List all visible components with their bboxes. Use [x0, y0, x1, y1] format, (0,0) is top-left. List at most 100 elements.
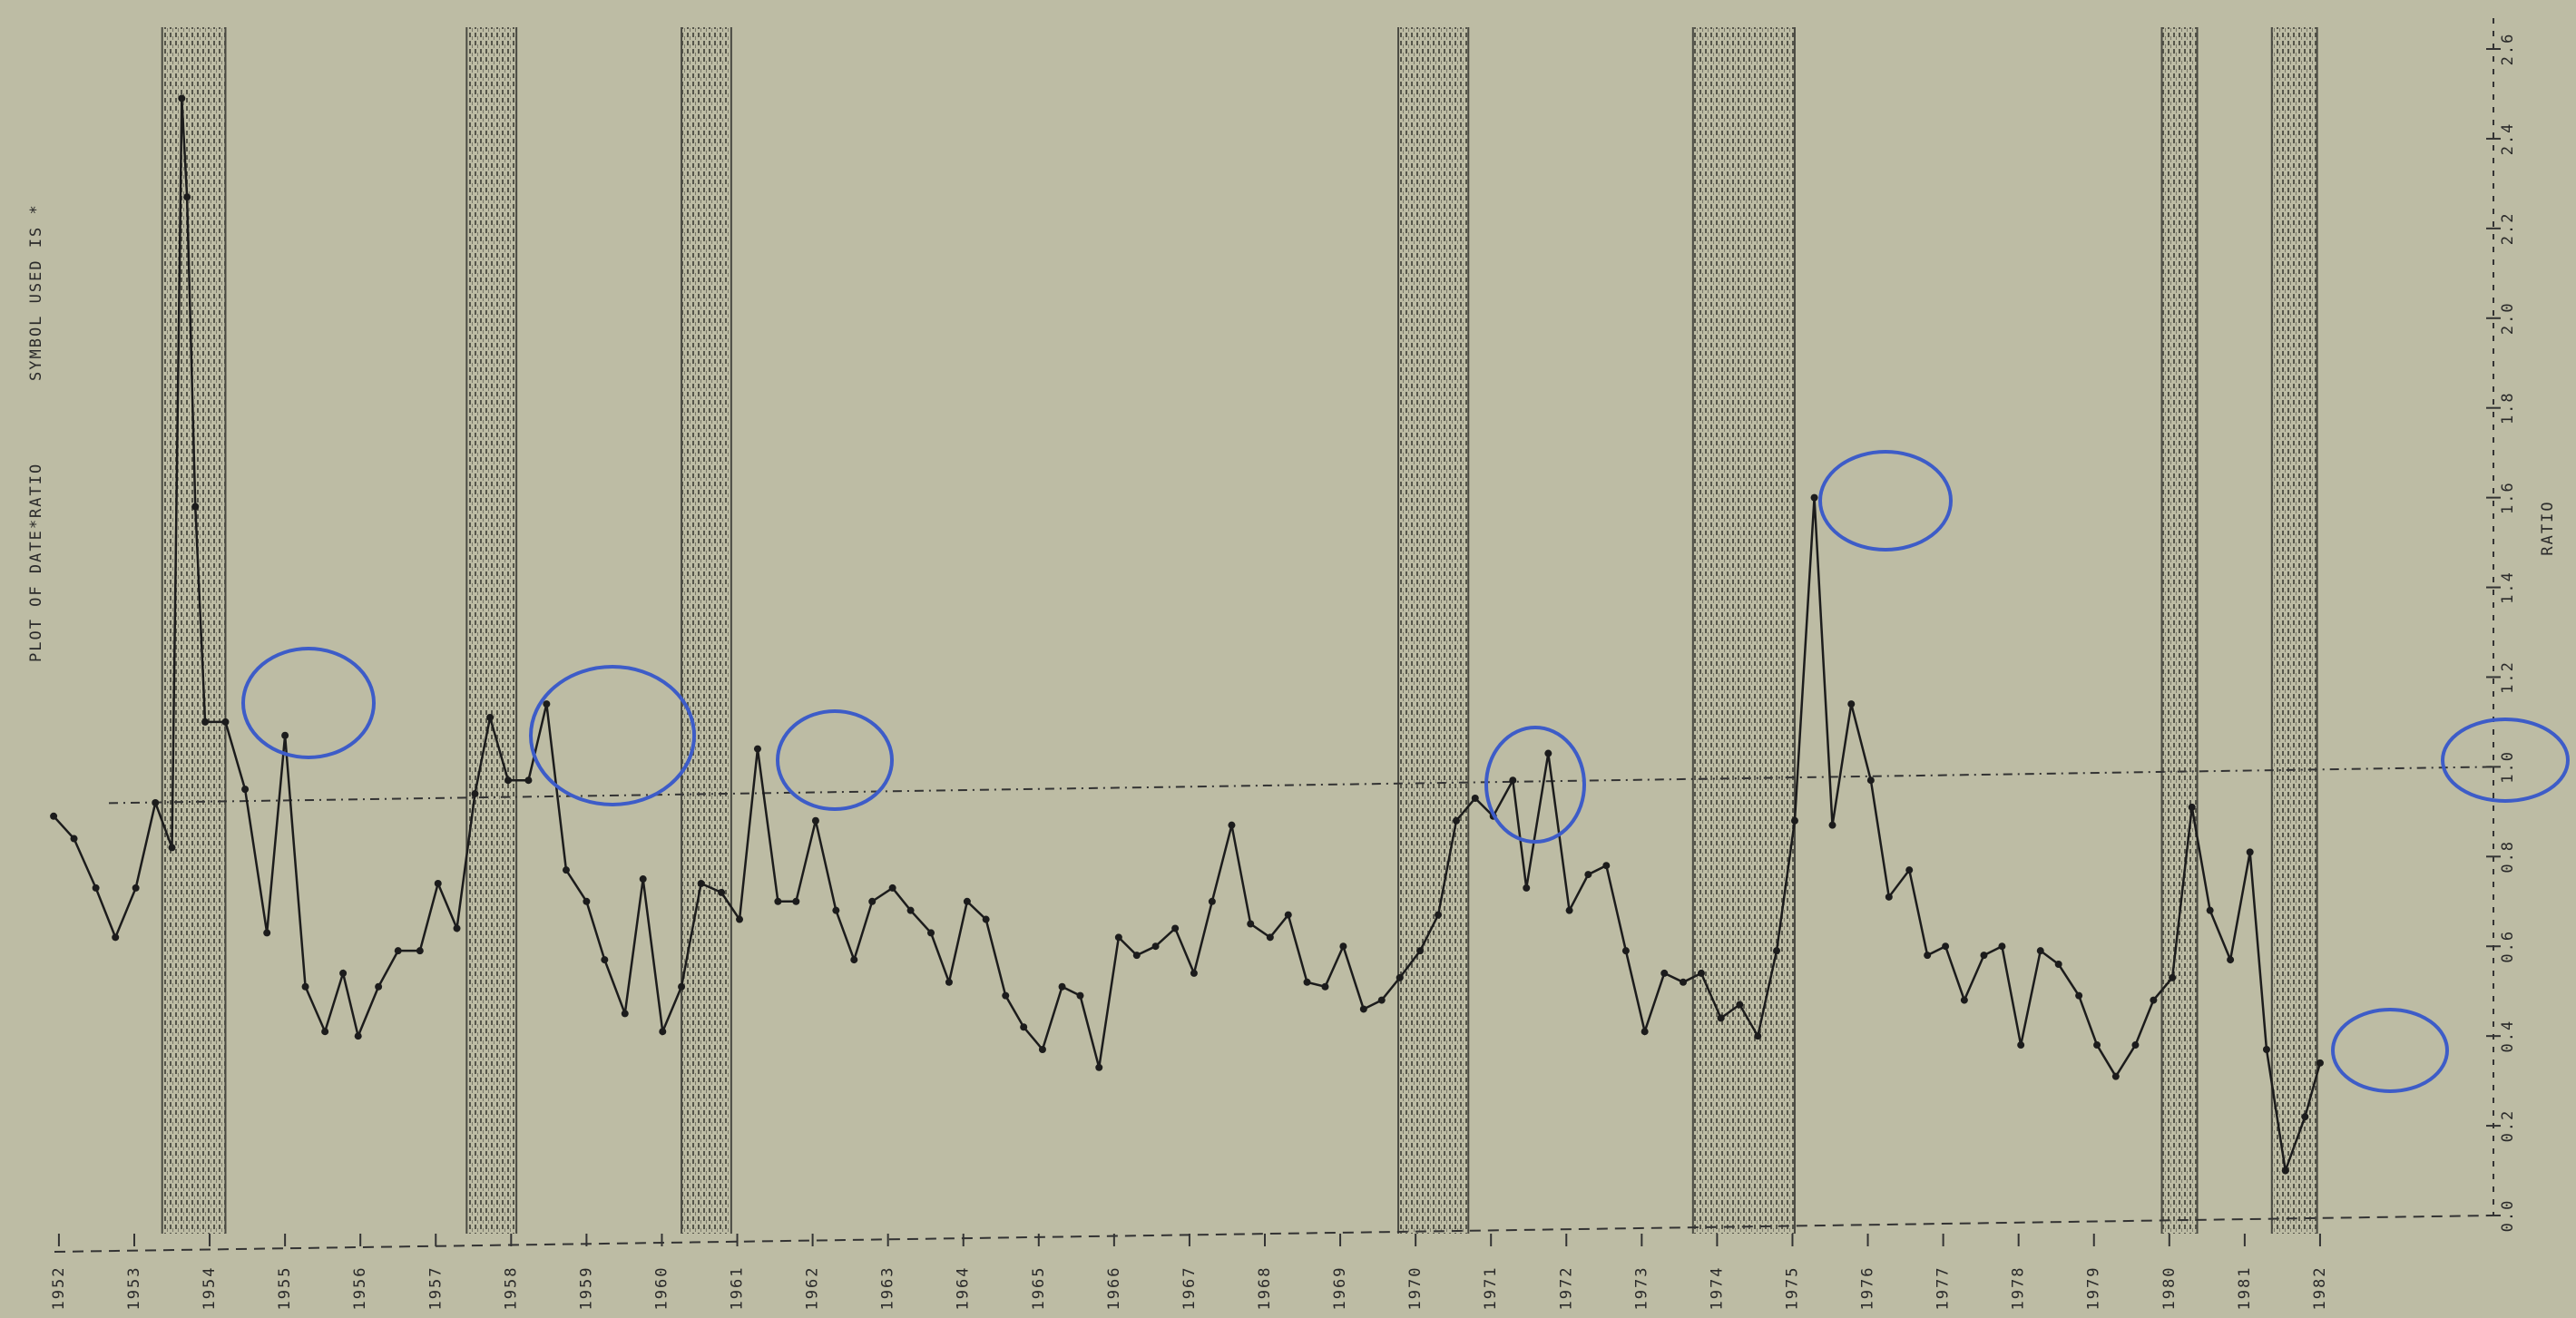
annotation-circle [531, 667, 694, 805]
y-tick-label: 0.8 [2499, 840, 2517, 874]
y-tick-label: 0.6 [2499, 930, 2517, 963]
annotation-circle [1486, 727, 1584, 842]
x-tick-label: 1978 [2010, 1266, 2028, 1311]
x-tick-label: 1963 [879, 1266, 897, 1311]
x-tick-label: 1982 [2311, 1266, 2329, 1311]
data-point [792, 898, 799, 905]
data-point [2207, 907, 2214, 914]
data-point [1961, 997, 1968, 1004]
annotation-circle [778, 711, 892, 809]
data-point [850, 956, 857, 963]
x-tick-label: 1961 [729, 1266, 747, 1311]
data-point [2150, 997, 2157, 1004]
data-point [1002, 992, 1009, 1000]
data-point [698, 880, 705, 887]
data-point [1698, 970, 1705, 977]
shaded-period [1398, 27, 1468, 1234]
data-point [375, 983, 382, 991]
y-tick-label: 1.4 [2499, 571, 2517, 604]
data-point [1076, 992, 1083, 1000]
shaded-period [2272, 27, 2317, 1234]
chart-subtitle: SYMBOL USED IS * [27, 203, 45, 381]
data-point [1791, 817, 1798, 825]
shaded-band [466, 27, 516, 1234]
data-point [454, 924, 461, 932]
y-tick-label: 2.2 [2499, 211, 2517, 245]
x-tick-label: 1967 [1180, 1266, 1199, 1311]
data-point [435, 880, 442, 887]
x-tick-label: 1970 [1406, 1266, 1425, 1311]
y-tick-label: 1.8 [2499, 391, 2517, 425]
x-tick-label: 1976 [1859, 1266, 1877, 1311]
data-point [191, 503, 199, 511]
data-point [983, 916, 990, 923]
data-point [2017, 1041, 2024, 1049]
data-point [889, 884, 896, 892]
data-point [71, 835, 78, 843]
shaded-band [2162, 27, 2198, 1234]
data-point [1754, 1032, 1761, 1040]
x-tick-label: 1974 [1708, 1266, 1726, 1311]
data-point [543, 700, 550, 708]
data-point [1228, 822, 1235, 829]
x-tick-label: 1965 [1030, 1266, 1048, 1311]
data-point [1905, 866, 1913, 874]
data-point [1396, 974, 1404, 981]
data-point [1267, 933, 1274, 941]
x-tick-label: 1969 [1331, 1266, 1349, 1311]
data-point [2282, 1167, 2289, 1175]
data-point [774, 898, 781, 905]
data-point [395, 947, 402, 954]
shaded-band [1398, 27, 1468, 1234]
data-point [964, 898, 971, 905]
x-tick-label: 1957 [426, 1266, 445, 1311]
shaded-period [162, 27, 226, 1234]
data-point [93, 884, 100, 892]
data-point [1416, 947, 1424, 954]
data-point [1885, 893, 1893, 901]
data-point [302, 983, 309, 991]
y-tick-label: 2.0 [2499, 301, 2517, 335]
x-tick-label: 1973 [1632, 1266, 1650, 1311]
data-point [601, 956, 608, 963]
shaded-period [2162, 27, 2198, 1234]
data-point [832, 907, 839, 914]
data-point [50, 813, 57, 820]
y-tick-label: 1.0 [2499, 750, 2517, 784]
data-point [1171, 924, 1179, 932]
chart-title: PLOT OF DATE*RATIO [27, 463, 45, 662]
data-point [1339, 942, 1347, 950]
data-point [2316, 1059, 2324, 1067]
shaded-period [466, 27, 516, 1234]
x-tick-label: 1979 [2085, 1266, 2103, 1311]
data-point [583, 898, 590, 905]
data-point [1209, 898, 1216, 905]
data-point [1847, 700, 1855, 708]
data-point [1059, 983, 1066, 991]
data-point [2131, 1041, 2139, 1049]
data-point [2189, 804, 2196, 811]
data-point [1133, 952, 1141, 959]
data-point [622, 1010, 629, 1017]
x-tick-label: 1968 [1256, 1266, 1274, 1311]
data-point [1773, 947, 1780, 954]
annotation-circle [243, 649, 374, 757]
x-tick-label: 1971 [1482, 1266, 1500, 1311]
data-point [1039, 1046, 1046, 1053]
data-point [1095, 1064, 1102, 1071]
data-point [718, 889, 725, 896]
data-point [754, 746, 761, 753]
x-tick-label: 1955 [276, 1266, 294, 1311]
x-tick-label: 1964 [955, 1266, 973, 1311]
data-point [2263, 1046, 2270, 1053]
data-point [1980, 952, 1987, 959]
data-line [54, 98, 2320, 1170]
data-point [1544, 750, 1552, 757]
page: {"chart_data": { "type": "line", "title"… [0, 0, 2576, 1318]
data-point [2112, 1073, 2120, 1080]
y-tick-label: 0.4 [2499, 1020, 2517, 1053]
data-point [221, 718, 229, 726]
data-point [339, 970, 347, 977]
data-point [1435, 912, 1442, 919]
data-point [355, 1032, 362, 1040]
